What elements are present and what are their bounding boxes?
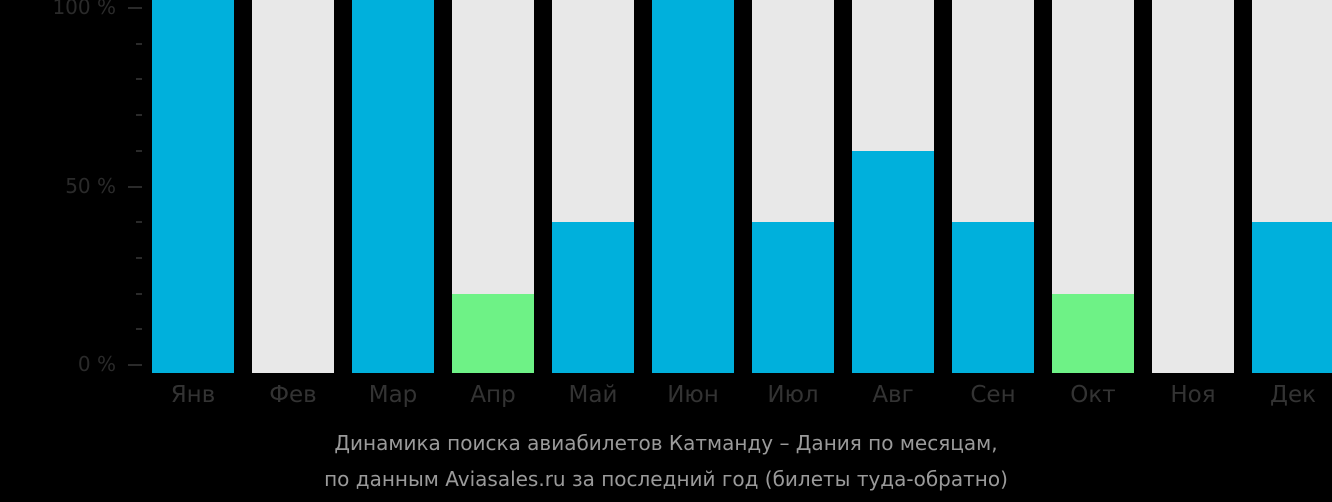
y-axis-label: 50 %: [65, 173, 116, 198]
bar-5: [552, 0, 634, 373]
bar-value-fill: [452, 293, 534, 373]
y-axis-major-tick: [128, 185, 142, 188]
y-axis-label: 100 %: [52, 0, 116, 19]
y-axis-minor-tick: [136, 42, 142, 45]
x-axis-label: Фев: [269, 382, 317, 408]
bar-value-fill: [952, 222, 1034, 373]
bar-value-fill: [652, 0, 734, 373]
bar-1: [152, 0, 234, 373]
x-axis-label: Апр: [470, 382, 516, 408]
y-axis-minor-tick: [136, 221, 142, 224]
y-axis-minor-tick: [136, 328, 142, 331]
y-axis-minor-tick: [136, 292, 142, 295]
x-axis-label: Сен: [970, 382, 1016, 408]
y-axis-major-tick: [128, 7, 142, 9]
chart-caption-line1: Динамика поиска авиабилетов Катманду – Д…: [334, 431, 998, 455]
y-axis-label: 0 %: [77, 352, 116, 376]
x-axis-label: Авг: [872, 382, 914, 408]
bar-value-fill: [1052, 293, 1134, 373]
bar-12: [1252, 0, 1332, 373]
bar-4: [452, 0, 534, 373]
bar-value-fill: [552, 222, 634, 373]
bar-value-fill: [1252, 222, 1332, 373]
y-axis-minor-tick: [136, 256, 142, 259]
bar-9: [952, 0, 1034, 373]
y-axis-minor-tick: [136, 149, 142, 152]
bar-value-fill: [852, 150, 934, 373]
bar-2: [252, 0, 334, 373]
bar-3: [352, 0, 434, 373]
y-axis-major-tick: [128, 364, 142, 366]
x-axis-label: Окт: [1070, 382, 1116, 408]
x-axis-label: Ноя: [1170, 382, 1216, 408]
bar-value-fill: [152, 0, 234, 373]
bar-value-fill: [752, 222, 834, 373]
y-axis-minor-tick: [136, 114, 142, 117]
x-axis-label: Июн: [667, 382, 719, 408]
x-axis-label: Янв: [170, 382, 216, 408]
x-axis-label: Мар: [368, 382, 418, 408]
x-axis-label: Июл: [767, 382, 819, 408]
x-axis-label: Май: [568, 382, 618, 408]
bar-10: [1052, 0, 1134, 373]
y-axis-minor-tick: [136, 78, 142, 81]
bar-6: [652, 0, 734, 373]
bar-value-fill: [352, 0, 434, 373]
bar-11: [1152, 0, 1234, 373]
x-axis-label: Дек: [1269, 382, 1316, 408]
bar-7: [752, 0, 834, 373]
bar-8: [852, 0, 934, 373]
chart-caption-line2: по данным Aviasales.ru за последний год …: [324, 467, 1008, 491]
